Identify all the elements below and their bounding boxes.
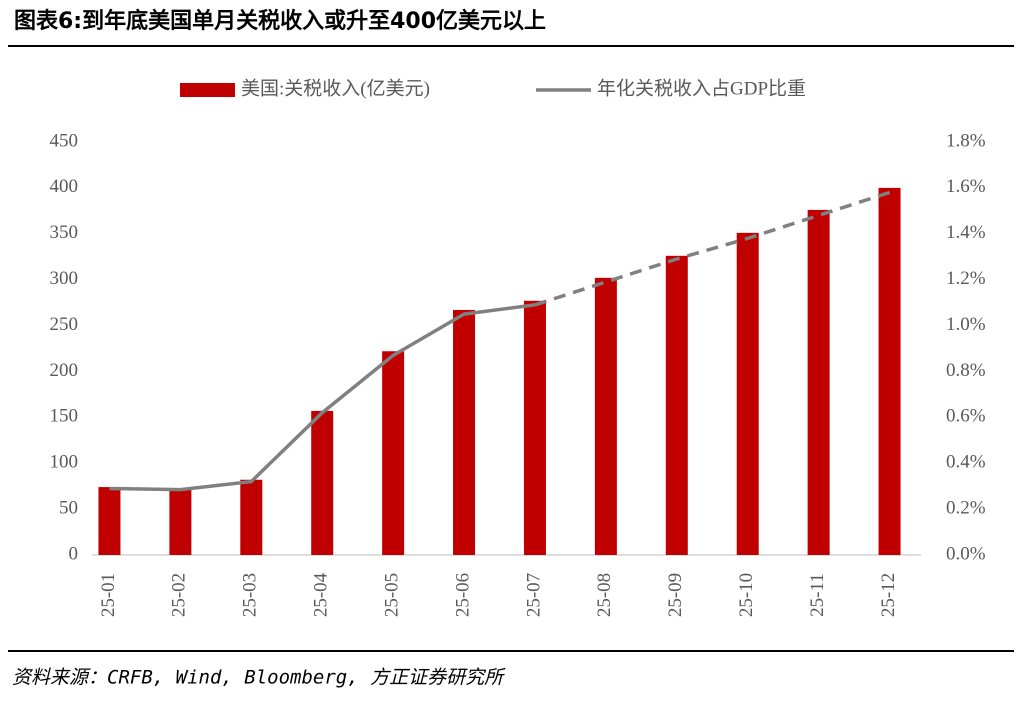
bar [594, 277, 617, 555]
bar [311, 410, 334, 555]
y-tick-label: 150 [50, 406, 79, 427]
x-tick-label: 25-02 [169, 573, 190, 617]
y-tick-label: 0 [69, 543, 79, 564]
y2-tick-label: 0.6% [946, 406, 986, 427]
line-series [534, 190, 891, 307]
bar [169, 488, 192, 555]
x-tick-label: 25-03 [240, 573, 261, 617]
bar [240, 479, 263, 555]
chart-title: 图表6:到年底美国单月关税收入或升至400亿美元以上 [14, 8, 546, 34]
bar [523, 300, 546, 555]
source-note: 资料来源：CRFB, Wind, Bloomberg, 方正证券研究所 [12, 667, 506, 689]
legend-label: 美国:关税收入(亿美元) [241, 77, 430, 99]
bar [382, 351, 405, 555]
y2-tick-label: 0.2% [946, 497, 986, 518]
x-tick-label: 25-06 [452, 573, 473, 617]
x-tick-label: 25-12 [878, 573, 899, 617]
y-tick-label: 450 [50, 130, 79, 151]
line-series [109, 303, 536, 492]
y-tick-label: 100 [50, 452, 79, 473]
y2-tick-label: 1.4% [946, 222, 986, 243]
y-tick-label: 400 [50, 176, 79, 197]
y2-tick-label: 0.4% [946, 452, 986, 473]
x-tick-label: 25-01 [98, 573, 119, 617]
y-tick-label: 50 [59, 497, 78, 518]
bar [878, 187, 901, 555]
x-tick-label: 25-08 [594, 573, 615, 617]
bar [665, 255, 688, 555]
x-tick-label: 25-05 [381, 573, 402, 617]
legend-swatch [180, 83, 235, 97]
y-tick-label: 350 [50, 222, 79, 243]
x-tick-label: 25-09 [665, 573, 686, 617]
y2-tick-label: 1.8% [946, 130, 986, 151]
x-tick-label: 25-04 [311, 572, 332, 617]
y-tick-label: 300 [50, 268, 79, 289]
y2-tick-label: 1.2% [946, 268, 986, 289]
bar [98, 487, 121, 555]
y-tick-label: 250 [50, 314, 79, 335]
bar [807, 209, 830, 555]
y2-tick-label: 1.0% [946, 314, 986, 335]
y-tick-label: 200 [50, 360, 79, 381]
legend-label: 年化关税收入占GDP比重 [597, 77, 806, 99]
bar [453, 309, 476, 555]
y2-tick-label: 1.6% [946, 176, 986, 197]
x-tick-label: 25-07 [523, 573, 544, 617]
y2-tick-label: 0.0% [946, 543, 986, 564]
bar [736, 232, 759, 556]
x-tick-label: 25-11 [807, 573, 828, 617]
y2-tick-label: 0.8% [946, 360, 986, 381]
x-tick-label: 25-10 [736, 573, 757, 617]
